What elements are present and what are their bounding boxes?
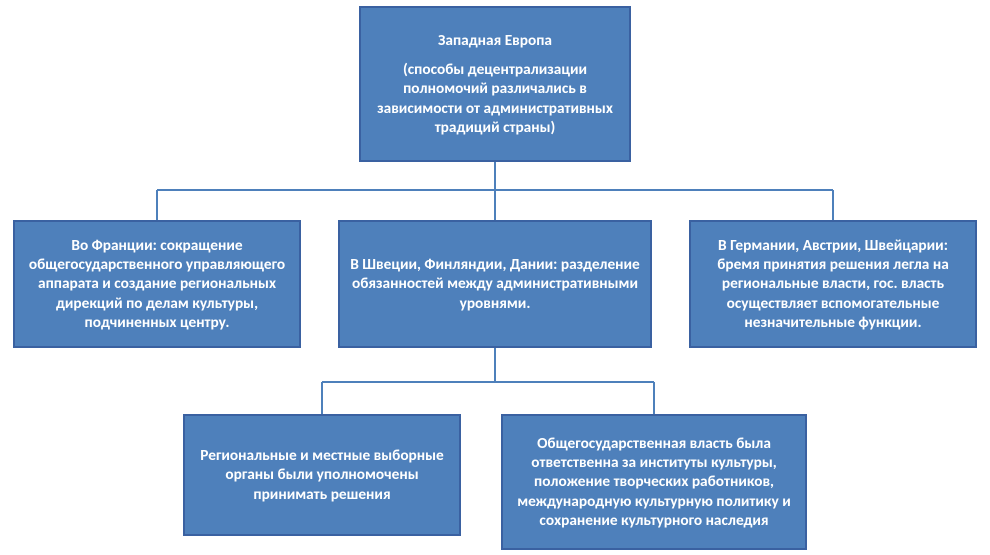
node-france: Во Франции: сокращение общегосударственн… [13, 220, 301, 348]
node-france-line: Во Франции: сокращение общегосударственн… [25, 236, 289, 332]
node-root: Западная Европа (способы децентрализации … [359, 6, 631, 162]
node-regional-line: Региональные и местные выборные органы б… [195, 446, 449, 503]
node-state-line: Общегосударственная власть была ответств… [513, 434, 795, 530]
node-state: Общегосударственная власть была ответств… [501, 414, 807, 550]
node-root-line: Западная Европа [438, 31, 552, 50]
node-root-line: (способы децентрализации полномочий разл… [371, 60, 619, 137]
node-regional: Региональные и местные выборные органы б… [183, 414, 461, 536]
node-nordic: В Швеции, Финляндии, Дании: разделение о… [338, 220, 652, 348]
node-nordic-line: В Швеции, Финляндии, Дании: разделение о… [350, 255, 640, 312]
node-germanic-line: В Германии, Австрии, Швейцарии: бремя пр… [701, 236, 965, 332]
node-germanic: В Германии, Австрии, Швейцарии: бремя пр… [689, 220, 977, 348]
